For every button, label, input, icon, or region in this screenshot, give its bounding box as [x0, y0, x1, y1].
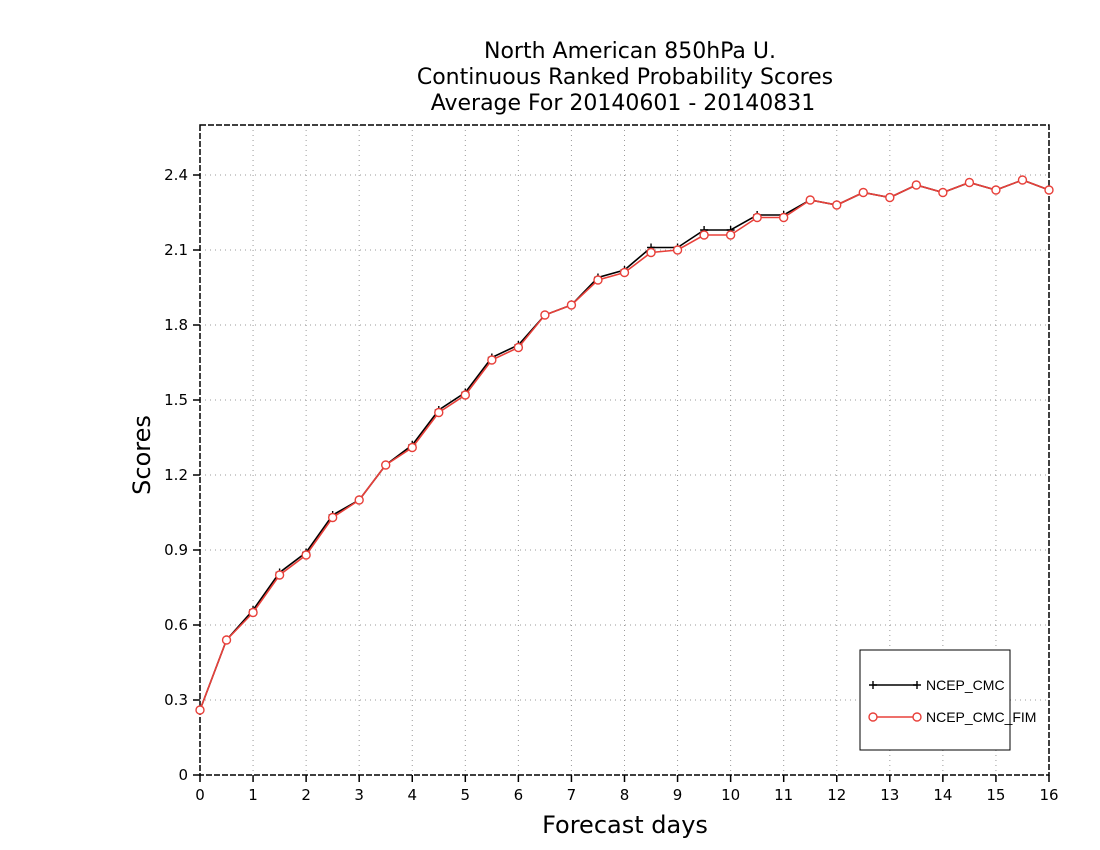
data-point [1044, 185, 1054, 195]
data-point [274, 570, 285, 580]
x-axis-title: Forecast days [542, 811, 708, 839]
y-tick-label: 1.5 [164, 391, 188, 409]
x-tick-label: 7 [567, 786, 577, 804]
y-tick-label: 2.1 [164, 241, 188, 259]
y-tick-label: 1.2 [164, 466, 188, 484]
data-point [991, 185, 1001, 195]
x-tick-label: 2 [301, 786, 311, 804]
x-tick-label: 3 [354, 786, 364, 804]
data-point [1017, 175, 1028, 185]
axis-ticks: 0 1 2 3 4 5 6 7 8 9 10 11 12 13 14 15 1600.30.60.91.21.5… [164, 166, 1058, 804]
data-point [487, 355, 497, 365]
legend-swatch-marker [869, 681, 877, 689]
x-tick-label: 15 [986, 786, 1005, 804]
legend-swatch-marker [868, 712, 878, 722]
data-point [407, 442, 417, 453]
data-point [195, 705, 205, 715]
x-tick-label: 10 [721, 786, 740, 804]
y-tick-label: 0.6 [164, 616, 188, 634]
data-point [354, 495, 364, 505]
data-point [725, 230, 736, 240]
x-tick-label: 4 [407, 786, 417, 804]
legend-label: NCEP_CMC_FIM [926, 709, 1036, 725]
data-point [832, 200, 842, 210]
series-ncep-cmc-fim [195, 175, 1054, 715]
data-point [593, 275, 603, 285]
data-point [699, 230, 709, 240]
y-tick-label: 0.9 [164, 541, 188, 559]
y-tick-label: 0 [178, 766, 188, 784]
data-point [513, 342, 524, 353]
data-point [381, 460, 391, 470]
y-tick-label: 1.8 [164, 316, 188, 334]
legend-box [859, 649, 1011, 751]
data-point [434, 407, 444, 418]
legend: NCEP_CMC NCEP_CMC_FIM [859, 649, 1036, 751]
legend-swatch-marker [913, 681, 921, 689]
y-axis-title: Scores [128, 415, 156, 495]
x-tick-label: 13 [880, 786, 899, 804]
data-point [805, 195, 815, 205]
x-tick-label: 1 [248, 786, 258, 804]
x-tick-label: 12 [827, 786, 846, 804]
chart-title-line-3: Average For 20140601 - 20140831 [431, 91, 816, 116]
data-point [778, 212, 789, 223]
legend-item: NCEP_CMC_FIM [868, 709, 1036, 725]
data-point [858, 187, 868, 198]
data-point [221, 635, 232, 645]
data-point [964, 177, 975, 188]
data-point [885, 192, 895, 203]
x-tick-label: 11 [774, 786, 793, 804]
x-tick-label: 14 [933, 786, 952, 804]
data-point [911, 180, 922, 190]
data-point [301, 550, 311, 560]
chart-title-line-2: Continuous Ranked Probability Scores [417, 65, 833, 90]
data-point [646, 247, 656, 258]
data-point [327, 512, 338, 523]
x-tick-label: 8 [620, 786, 630, 804]
x-tick-label: 9 [673, 786, 683, 804]
x-tick-label: 5 [461, 786, 471, 804]
data-point [672, 245, 683, 255]
data-point [938, 187, 948, 198]
legend-label: NCEP_CMC [926, 677, 1005, 693]
x-tick-label: 0 [195, 786, 205, 804]
x-tick-label: 16 [1039, 786, 1058, 804]
data-point [460, 390, 471, 400]
y-tick-label: 2.4 [164, 166, 188, 184]
y-tick-label: 0.3 [164, 691, 188, 709]
data-point [752, 212, 762, 223]
x-tick-label: 6 [514, 786, 524, 804]
data-point [540, 310, 550, 320]
data-point [248, 607, 258, 618]
series-layer [195, 175, 1054, 715]
legend-item: NCEP_CMC [869, 677, 1005, 693]
data-point [619, 267, 630, 278]
legend-swatch-marker [912, 712, 922, 722]
data-point [566, 300, 577, 310]
chart-title-line-1: North American 850hPa U. [484, 39, 776, 64]
